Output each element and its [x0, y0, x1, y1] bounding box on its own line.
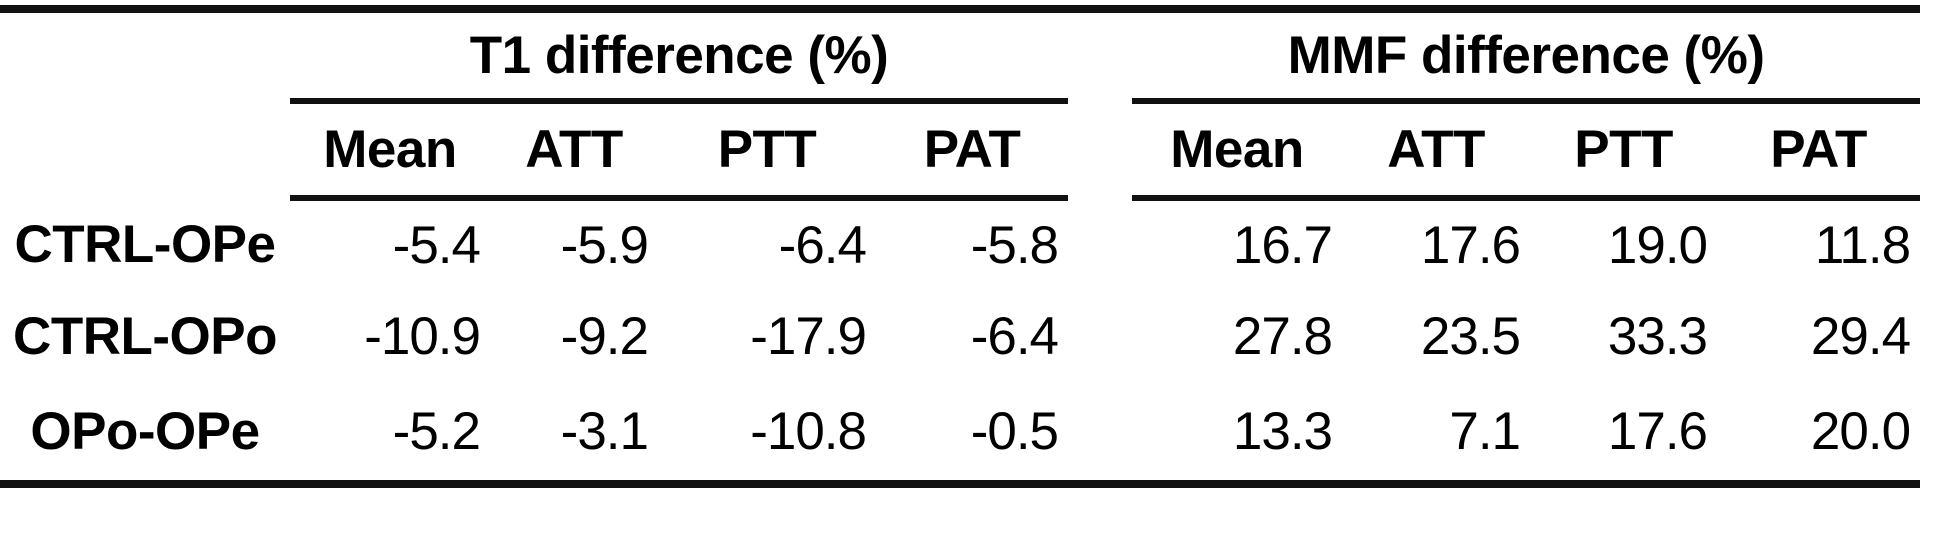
col-header-t1-att: ATT — [490, 101, 658, 201]
cell-t1-mean: -10.9 — [364, 306, 481, 366]
cell-mmf-pat: 11.8 — [1814, 216, 1911, 275]
cell-t1-pat: -6.4 — [970, 306, 1059, 366]
cell-mmf-mean: 27.8 — [1232, 306, 1333, 366]
group-gap-spacer — [1068, 9, 1132, 101]
cell-t1-ptt: -10.8 — [750, 401, 867, 461]
group-gap-spacer — [1068, 382, 1132, 484]
corner-spacer-cell — [0, 9, 290, 101]
cell-mmf-ptt: 19.0 — [1607, 216, 1708, 275]
cell-mmf-pat: 20.0 — [1810, 401, 1911, 461]
group-gap-spacer — [1068, 198, 1132, 290]
cell-mmf-mean: 16.7 — [1232, 216, 1333, 275]
col-header-t1-mean: Mean — [290, 101, 490, 201]
col-header-t1-ptt: PTT — [658, 101, 876, 201]
cell-t1-att: -9.2 — [560, 306, 649, 366]
col-header-mmf-mean: Mean — [1132, 101, 1343, 201]
results-table: T1 difference (%) MMF difference (%) Mea… — [0, 5, 1921, 488]
cell-t1-pat: -5.8 — [970, 216, 1059, 275]
row-label-ctrl-opo: CTRL-OPo — [13, 306, 277, 366]
col-header-mmf-pat: PAT — [1717, 101, 1921, 201]
group-gap-spacer — [1068, 290, 1132, 382]
col-header-mmf-ptt: PTT — [1530, 101, 1718, 201]
group-header-mmf: MMF difference (%) — [1132, 9, 1921, 104]
cell-mmf-mean: 13.3 — [1232, 401, 1333, 461]
cell-t1-ptt: -17.9 — [750, 306, 867, 366]
column-header-row: Mean ATT PTT PAT Mean ATT PTT PAT — [0, 101, 1921, 201]
row-label-opo-ope: OPo-OPe — [30, 401, 260, 461]
cell-t1-mean: -5.4 — [392, 216, 481, 275]
cell-t1-ptt: -6.4 — [778, 216, 867, 275]
cell-mmf-ptt: 17.6 — [1607, 401, 1708, 461]
cell-t1-mean: -5.2 — [392, 401, 481, 461]
table-row: OPo-OPe -5.2 -3.1 -10.8 -0.5 13.3 7.1 17… — [0, 382, 1920, 484]
table-row: CTRL-OPe -5.4 -5.9 -6.4 -5.8 16.7 17.6 1… — [0, 198, 1920, 290]
cell-mmf-att: 7.1 — [1449, 401, 1521, 461]
cell-mmf-att: 17.6 — [1420, 216, 1521, 275]
cell-mmf-pat: 29.4 — [1810, 306, 1911, 366]
col-header-mmf-att: ATT — [1342, 101, 1531, 201]
table-row: CTRL-OPo -10.9 -9.2 -17.9 -6.4 27.8 23.5… — [0, 290, 1920, 382]
cell-t1-att: -5.9 — [560, 216, 649, 275]
group-gap-spacer — [1068, 101, 1132, 198]
group-header-t1: T1 difference (%) — [290, 9, 1069, 104]
corner-spacer-cell — [0, 101, 290, 198]
cell-mmf-att: 23.5 — [1420, 306, 1521, 366]
row-label-ctrl-ope: CTRL-OPe — [14, 214, 277, 274]
cell-mmf-ptt: 33.3 — [1607, 306, 1708, 366]
cell-t1-att: -3.1 — [560, 401, 649, 461]
col-header-t1-pat: PAT — [876, 101, 1069, 201]
cell-t1-pat: -0.5 — [970, 401, 1059, 461]
group-header-row: T1 difference (%) MMF difference (%) — [0, 9, 1921, 104]
